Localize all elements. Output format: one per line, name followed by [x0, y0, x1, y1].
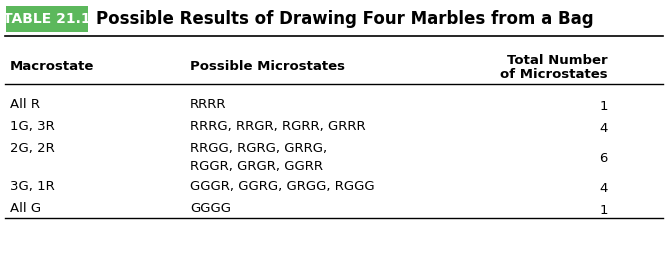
- Text: All R: All R: [10, 98, 40, 111]
- Text: 4: 4: [600, 182, 608, 195]
- Text: GGGG: GGGG: [190, 202, 231, 215]
- Text: 6: 6: [600, 153, 608, 166]
- Text: Possible Microstates: Possible Microstates: [190, 60, 345, 73]
- Text: 3G, 1R: 3G, 1R: [10, 180, 55, 193]
- Text: 1: 1: [599, 100, 608, 113]
- Text: 1G, 3R: 1G, 3R: [10, 120, 55, 133]
- Text: Macrostate: Macrostate: [10, 60, 94, 73]
- FancyBboxPatch shape: [6, 6, 88, 32]
- Text: of Microstates: of Microstates: [500, 68, 608, 81]
- Text: RRRG, RRGR, RGRR, GRRR: RRRG, RRGR, RGRR, GRRR: [190, 120, 365, 133]
- Text: 2G, 2R: 2G, 2R: [10, 142, 55, 155]
- Text: Possible Results of Drawing Four Marbles from a Bag: Possible Results of Drawing Four Marbles…: [96, 10, 594, 28]
- Text: 1: 1: [599, 205, 608, 217]
- Text: 4: 4: [600, 123, 608, 136]
- Text: RRGG, RGRG, GRRG,
RGGR, GRGR, GGRR: RRGG, RGRG, GRRG, RGGR, GRGR, GGRR: [190, 142, 327, 173]
- Text: All G: All G: [10, 202, 41, 215]
- Text: RRRR: RRRR: [190, 98, 226, 111]
- Text: Total Number: Total Number: [508, 54, 608, 67]
- Text: TABLE 21.1: TABLE 21.1: [3, 12, 91, 26]
- Text: GGGR, GGRG, GRGG, RGGG: GGGR, GGRG, GRGG, RGGG: [190, 180, 375, 193]
